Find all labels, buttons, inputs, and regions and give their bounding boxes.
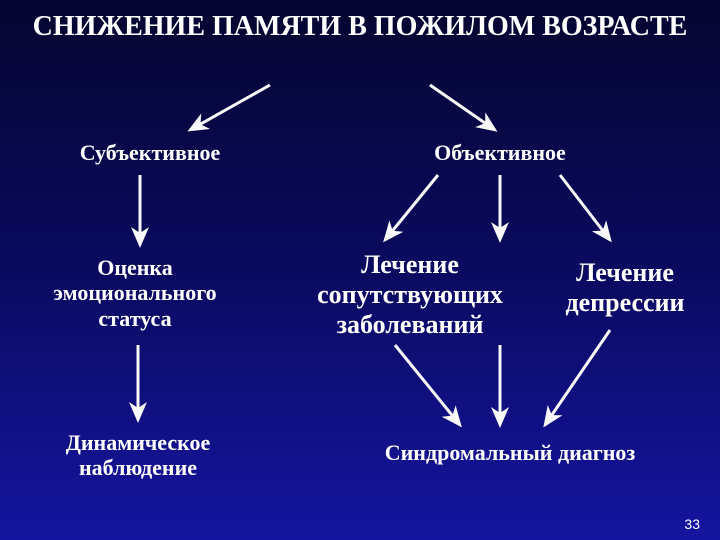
node-treat-depr: Лечениедепрессии [545, 258, 705, 318]
arrow [560, 175, 610, 240]
page-title: СНИЖЕНИЕ ПАМЯТИ В ПОЖИЛОМ ВОЗРАСТЕ [0, 10, 720, 44]
node-dynamic: Динамическоенаблюдение [38, 430, 238, 481]
arrow [190, 85, 270, 130]
node-subjective: Субъективное [60, 140, 240, 165]
node-assessment: Оценкаэмоциональногостатуса [30, 255, 240, 331]
arrow [385, 175, 438, 240]
node-objective: Объективное [410, 140, 590, 165]
node-treat-comorb: Лечениесопутствующихзаболеваний [300, 250, 520, 340]
node-syndrome: Синдромальный диагноз [335, 440, 685, 465]
slide-number: 33 [684, 516, 700, 532]
arrow [545, 330, 610, 425]
arrow [430, 85, 495, 130]
arrow [395, 345, 460, 425]
